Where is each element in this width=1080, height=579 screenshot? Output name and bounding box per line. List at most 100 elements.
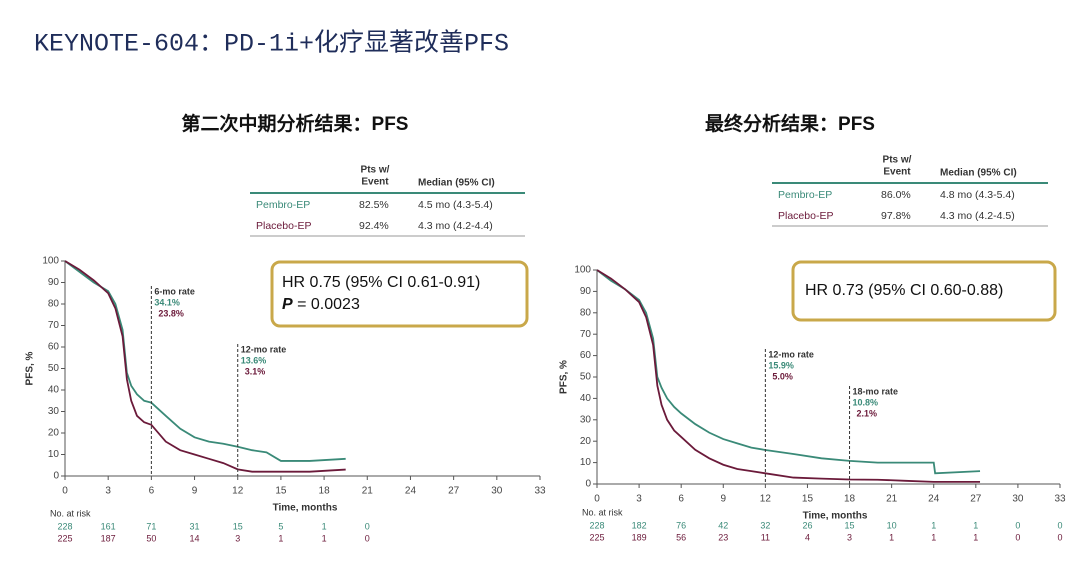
x-tick-label: 18 bbox=[319, 486, 331, 497]
at-risk-count: 182 bbox=[632, 520, 647, 530]
at-risk-count: 1 bbox=[322, 533, 327, 543]
at-risk-count: 32 bbox=[760, 520, 770, 530]
y-tick-label: 20 bbox=[48, 428, 60, 439]
landmark-value: 34.1% bbox=[154, 297, 180, 307]
y-axis-label: PFS, % bbox=[559, 360, 570, 394]
x-tick-label: 27 bbox=[448, 486, 460, 497]
landmark-value: 5.0% bbox=[772, 371, 793, 381]
at-risk-count: 1 bbox=[973, 520, 978, 530]
y-tick-label: 20 bbox=[580, 436, 592, 447]
km-curve bbox=[64, 260, 346, 473]
at-risk-count: 0 bbox=[365, 521, 370, 531]
km-curve bbox=[596, 269, 981, 483]
x-tick-label: 3 bbox=[105, 486, 111, 497]
table-header: Median (95% CI) bbox=[940, 168, 1017, 179]
at-risk-count: 42 bbox=[718, 520, 728, 530]
table-cell: 4.3 mo (4.2-4.4) bbox=[418, 220, 493, 232]
km-curve bbox=[64, 260, 346, 462]
at-risk-count: 76 bbox=[676, 520, 686, 530]
y-tick-label: 60 bbox=[580, 350, 592, 361]
y-tick-label: 40 bbox=[580, 393, 592, 404]
y-tick-label: 10 bbox=[580, 457, 592, 468]
at-risk-count: 26 bbox=[802, 520, 812, 530]
y-tick-label: 80 bbox=[580, 307, 592, 318]
y-tick-label: 80 bbox=[48, 299, 60, 310]
y-tick-label: 30 bbox=[580, 414, 592, 425]
at-risk-count: 1 bbox=[931, 520, 936, 530]
table-header: Pts w/ bbox=[361, 165, 390, 176]
x-tick-label: 0 bbox=[62, 486, 68, 497]
at-risk-count: 50 bbox=[146, 533, 156, 543]
x-tick-label: 30 bbox=[1012, 494, 1024, 505]
y-axis-label: PFS, % bbox=[25, 351, 36, 385]
at-risk-label: No. at risk bbox=[582, 507, 623, 517]
landmark-value: 13.6% bbox=[241, 355, 267, 365]
hr-box bbox=[270, 260, 529, 328]
y-tick-label: 40 bbox=[48, 385, 60, 396]
at-risk-count: 0 bbox=[1057, 532, 1062, 542]
y-tick-label: 50 bbox=[580, 372, 592, 383]
y-tick-label: 0 bbox=[53, 471, 59, 482]
at-risk-count: 15 bbox=[233, 521, 243, 531]
at-risk-count: 1 bbox=[278, 533, 283, 543]
chart-title: 第二次中期分析结果：PFS bbox=[182, 112, 409, 135]
x-tick-label: 24 bbox=[405, 486, 417, 497]
p-symbol: P bbox=[282, 296, 293, 313]
landmark-value: 2.1% bbox=[857, 408, 878, 418]
hr-text: HR 0.75 (95% CI 0.61-0.91) bbox=[282, 274, 480, 291]
at-risk-count: 0 bbox=[1057, 520, 1062, 530]
at-risk-count: 1 bbox=[973, 532, 978, 542]
at-risk-count: 1 bbox=[931, 532, 936, 542]
at-risk-count: 187 bbox=[101, 533, 116, 543]
table-cell: Pembro-EP bbox=[256, 199, 310, 211]
x-axis-label: Time, months bbox=[803, 511, 868, 522]
landmark-label: 12-mo rate bbox=[768, 349, 814, 359]
x-tick-label: 21 bbox=[886, 494, 898, 505]
table-header: Pts w/ bbox=[883, 155, 912, 166]
landmark-value: 15.9% bbox=[768, 360, 794, 370]
hr-text: HR 0.73 (95% CI 0.60-0.88) bbox=[805, 282, 1003, 299]
table-cell: 4.5 mo (4.3-5.4) bbox=[418, 199, 493, 211]
at-risk-count: 189 bbox=[632, 532, 647, 542]
x-tick-label: 18 bbox=[844, 494, 856, 505]
x-tick-label: 9 bbox=[192, 486, 198, 497]
y-tick-label: 100 bbox=[574, 265, 591, 276]
x-tick-label: 3 bbox=[636, 494, 642, 505]
at-risk-count: 15 bbox=[845, 520, 855, 530]
table-header: Median (95% CI) bbox=[418, 178, 495, 189]
at-risk-count: 4 bbox=[805, 532, 810, 542]
landmark-value: 10.8% bbox=[853, 397, 879, 407]
at-risk-count: 228 bbox=[589, 520, 604, 530]
at-risk-count: 228 bbox=[57, 521, 72, 531]
table-cell: Placebo-EP bbox=[256, 220, 311, 232]
table-cell: 82.5% bbox=[359, 199, 389, 211]
at-risk-count: 1 bbox=[322, 521, 327, 531]
km-curve bbox=[596, 269, 981, 475]
at-risk-count: 23 bbox=[718, 532, 728, 542]
table-header: Event bbox=[361, 177, 389, 188]
y-tick-label: 30 bbox=[48, 406, 60, 417]
y-tick-label: 0 bbox=[585, 479, 591, 490]
table-cell: 4.3 mo (4.2-4.5) bbox=[940, 210, 1015, 222]
chart-title: 最终分析结果：PFS bbox=[705, 112, 875, 135]
landmark-value: 23.8% bbox=[158, 308, 184, 318]
at-risk-count: 161 bbox=[101, 521, 116, 531]
y-tick-label: 100 bbox=[42, 256, 59, 267]
landmark-value: 3.1% bbox=[245, 366, 266, 376]
y-tick-label: 10 bbox=[48, 449, 60, 460]
at-risk-count: 0 bbox=[365, 533, 370, 543]
x-tick-label: 0 bbox=[594, 494, 600, 505]
at-risk-count: 56 bbox=[676, 532, 686, 542]
table-cell: 4.8 mo (4.3-5.4) bbox=[940, 189, 1015, 201]
y-tick-label: 90 bbox=[580, 286, 592, 297]
at-risk-count: 225 bbox=[589, 532, 604, 542]
x-tick-label: 12 bbox=[760, 494, 772, 505]
table-cell: Pembro-EP bbox=[778, 189, 832, 201]
x-tick-label: 15 bbox=[802, 494, 814, 505]
x-tick-label: 9 bbox=[720, 494, 726, 505]
at-risk-count: 11 bbox=[761, 532, 770, 542]
at-risk-count: 1 bbox=[889, 532, 894, 542]
slide-title: KEYNOTE-604：PD-1i+化疗显著改善PFS bbox=[34, 29, 509, 59]
at-risk-count: 0 bbox=[1015, 532, 1020, 542]
